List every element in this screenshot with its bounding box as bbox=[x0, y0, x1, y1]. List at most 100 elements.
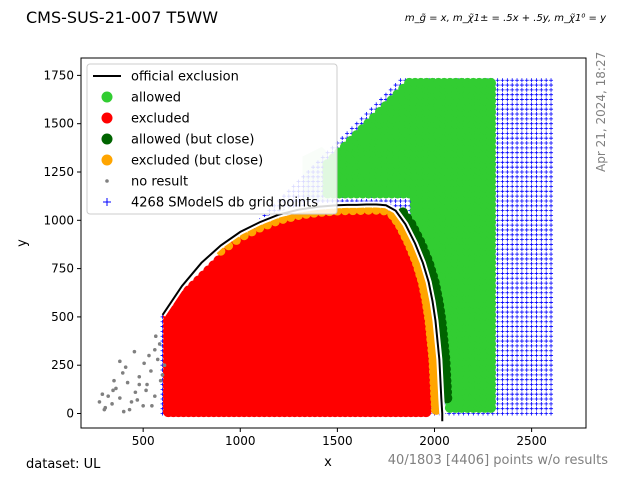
grid-point bbox=[500, 150, 505, 155]
grid-point bbox=[510, 141, 515, 146]
grid-point bbox=[524, 300, 529, 305]
grid-point bbox=[529, 189, 534, 194]
grid-point bbox=[495, 411, 500, 416]
grid-point bbox=[510, 242, 515, 247]
grid-point bbox=[495, 387, 500, 392]
grid-point bbox=[524, 237, 529, 242]
grid-point bbox=[539, 252, 544, 257]
grid-point bbox=[495, 285, 500, 290]
grid-point bbox=[529, 247, 534, 252]
grid-point bbox=[519, 136, 524, 141]
grid-point bbox=[515, 343, 520, 348]
grid-point bbox=[524, 252, 529, 257]
grid-point bbox=[544, 184, 549, 189]
grid-point bbox=[549, 334, 554, 339]
grid-point bbox=[524, 232, 529, 237]
grid-point bbox=[544, 285, 549, 290]
grid-point bbox=[539, 83, 544, 88]
grid-point bbox=[534, 397, 539, 402]
grid-point bbox=[529, 208, 534, 213]
grid-point bbox=[519, 387, 524, 392]
grid-point bbox=[539, 194, 544, 199]
grid-point bbox=[510, 213, 515, 218]
grid-point bbox=[539, 218, 544, 223]
grid-point bbox=[505, 223, 510, 228]
grid-point bbox=[544, 290, 549, 295]
grid-point bbox=[510, 232, 515, 237]
grid-point bbox=[505, 266, 510, 271]
grid-point bbox=[495, 160, 500, 165]
grid-point bbox=[495, 189, 500, 194]
grid-point bbox=[539, 281, 544, 286]
grid-point bbox=[515, 314, 520, 319]
grid-point bbox=[529, 411, 534, 416]
grid-point bbox=[500, 116, 505, 121]
grid-point bbox=[505, 411, 510, 416]
grid-point bbox=[529, 179, 534, 184]
grid-point bbox=[515, 324, 520, 329]
grid-point bbox=[500, 406, 505, 411]
grid-point bbox=[515, 411, 520, 416]
grid-point bbox=[505, 300, 510, 305]
grid-point bbox=[544, 295, 549, 300]
grid-point bbox=[529, 155, 534, 160]
grid-point bbox=[510, 339, 515, 344]
grid-point bbox=[544, 87, 549, 92]
grid-point bbox=[510, 276, 515, 281]
grid-point bbox=[519, 87, 524, 92]
grid-point bbox=[510, 169, 515, 174]
grid-point bbox=[495, 290, 500, 295]
grid-point bbox=[524, 397, 529, 402]
grid-point bbox=[505, 261, 510, 266]
grid-point bbox=[510, 314, 515, 319]
grid-point bbox=[534, 218, 539, 223]
grid-point bbox=[534, 150, 539, 155]
grid-point bbox=[529, 319, 534, 324]
grid-point bbox=[529, 92, 534, 97]
grid-point bbox=[515, 348, 520, 353]
grid-point bbox=[549, 97, 554, 102]
grid-point bbox=[505, 184, 510, 189]
grid-point bbox=[500, 189, 505, 194]
grid-point bbox=[534, 339, 539, 344]
grid-point bbox=[534, 290, 539, 295]
grid-point bbox=[340, 136, 345, 141]
grid-point bbox=[515, 198, 520, 203]
grid-point bbox=[524, 145, 529, 150]
grid-point bbox=[544, 324, 549, 329]
grid-point bbox=[519, 358, 524, 363]
grid-point bbox=[500, 87, 505, 92]
grid-point bbox=[544, 372, 549, 377]
grid-point bbox=[549, 160, 554, 165]
grid-point bbox=[534, 242, 539, 247]
grid-point bbox=[529, 401, 534, 406]
grid-point bbox=[515, 87, 520, 92]
grid-point bbox=[524, 266, 529, 271]
grid-point bbox=[500, 285, 505, 290]
grid-point bbox=[519, 131, 524, 136]
grid-point bbox=[539, 314, 544, 319]
grid-point bbox=[539, 377, 544, 382]
grid-point bbox=[534, 83, 539, 88]
grid-point bbox=[534, 141, 539, 146]
grid-point bbox=[505, 83, 510, 88]
grid-point bbox=[539, 382, 544, 387]
grid-point bbox=[515, 319, 520, 324]
grid-point bbox=[500, 174, 505, 179]
grid-point bbox=[388, 198, 393, 203]
grid-point bbox=[510, 348, 515, 353]
grid-point bbox=[534, 261, 539, 266]
grid-point bbox=[529, 295, 534, 300]
grid-point bbox=[529, 397, 534, 402]
grid-point bbox=[519, 305, 524, 310]
grid-point bbox=[364, 112, 369, 117]
grid-point bbox=[549, 285, 554, 290]
grid-point bbox=[505, 198, 510, 203]
grid-point bbox=[534, 136, 539, 141]
grid-point bbox=[539, 78, 544, 83]
grid-point bbox=[510, 107, 515, 112]
grid-point bbox=[505, 121, 510, 126]
grid-point bbox=[510, 334, 515, 339]
grid-point bbox=[524, 358, 529, 363]
grid-point bbox=[505, 256, 510, 261]
